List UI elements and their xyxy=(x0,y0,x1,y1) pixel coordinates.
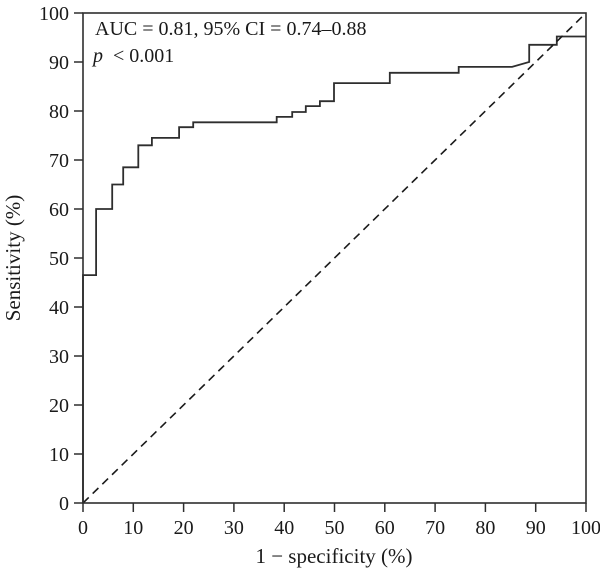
y-tick-label: 30 xyxy=(49,346,69,368)
y-axis-label: Sensitivity (%) xyxy=(1,195,25,322)
y-tick-label: 0 xyxy=(59,493,69,515)
x-tick-label: 30 xyxy=(224,517,244,539)
y-tick-label: 10 xyxy=(49,444,69,466)
y-tick-label: 80 xyxy=(49,101,69,123)
x-tick-label: 10 xyxy=(123,517,143,539)
y-tick-label: 20 xyxy=(49,395,69,417)
reference-diagonal-line xyxy=(82,12,587,504)
x-tick-label: 50 xyxy=(325,517,345,539)
p-value-annotation: p < 0.001 xyxy=(91,45,174,67)
p-value-text: < 0.001 xyxy=(113,45,174,67)
x-tick-label: 40 xyxy=(274,517,294,539)
y-tick-label: 50 xyxy=(49,248,69,270)
x-tick-label: 70 xyxy=(425,517,445,539)
y-tick-label: 90 xyxy=(49,52,69,74)
roc-curve-line xyxy=(82,35,586,503)
x-axis-label: 1 − specificity (%) xyxy=(255,544,412,568)
y-tick-label: 40 xyxy=(49,297,69,319)
y-tick-label: 60 xyxy=(49,199,69,221)
p-value-symbol: p xyxy=(91,45,103,67)
y-tick-label: 70 xyxy=(49,150,69,172)
x-tick-label: 60 xyxy=(375,517,395,539)
plot-dynamic-layer: 0 10 20 30 40 50 60 70 80 90 100 0 10 20 30 40 50 60 70 80 9… xyxy=(39,3,600,539)
x-tick-label: 0 xyxy=(78,517,88,539)
auc-annotation-line1: AUC = 0.81, 95% CI = 0.74–0.88 xyxy=(95,18,366,40)
x-tick-label: 20 xyxy=(174,517,194,539)
y-tick-label: 100 xyxy=(39,3,69,25)
x-tick-label: 90 xyxy=(526,517,546,539)
plot-frame xyxy=(82,12,587,504)
x-tick-label: 100 xyxy=(571,517,600,539)
x-tick-label: 80 xyxy=(475,517,495,539)
